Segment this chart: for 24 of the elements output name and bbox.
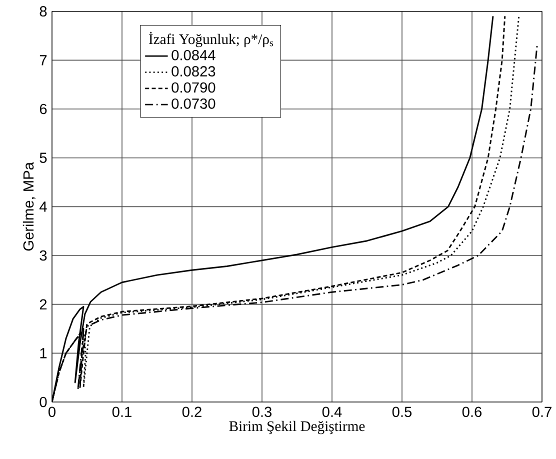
legend-label: 0.0790 (172, 82, 216, 93)
legend-label: 0.0730 (172, 98, 216, 109)
x-tick-label: 0.5 (392, 406, 412, 418)
x-tick-label: 0 (48, 406, 56, 418)
x-tick-label: 0.4 (322, 406, 342, 418)
y-tick-label: 4 (40, 202, 47, 212)
y-tick-label: 6 (40, 104, 47, 114)
y-axis-title: Gerilme, MPa (22, 162, 36, 251)
y-tick-label: 3 (40, 250, 47, 261)
legend-title: İzafi Yoğunluk; ρ*/ρ$_{s}$ (148, 32, 274, 48)
x-tick-label: 0.2 (182, 406, 202, 418)
legend-label: 0.0823 (172, 66, 216, 76)
x-tick-label: 0.3 (252, 406, 272, 418)
y-tick-label: 1 (40, 348, 47, 358)
y-tick-label: 7 (40, 55, 47, 66)
legend-label: 0.0844 (172, 50, 216, 60)
y-tick-label: 5 (40, 152, 47, 163)
y-tick-label: 2 (40, 299, 47, 310)
y-tick-label: 8 (40, 6, 47, 17)
y-tick-label: 0 (40, 396, 47, 408)
x-tick-label: 0.7 (532, 406, 552, 418)
x-axis-title: Birim Şekil Değiştirme (229, 420, 365, 434)
x-tick-label: 0.6 (462, 406, 482, 418)
x-tick-label: 0.1 (112, 406, 132, 418)
